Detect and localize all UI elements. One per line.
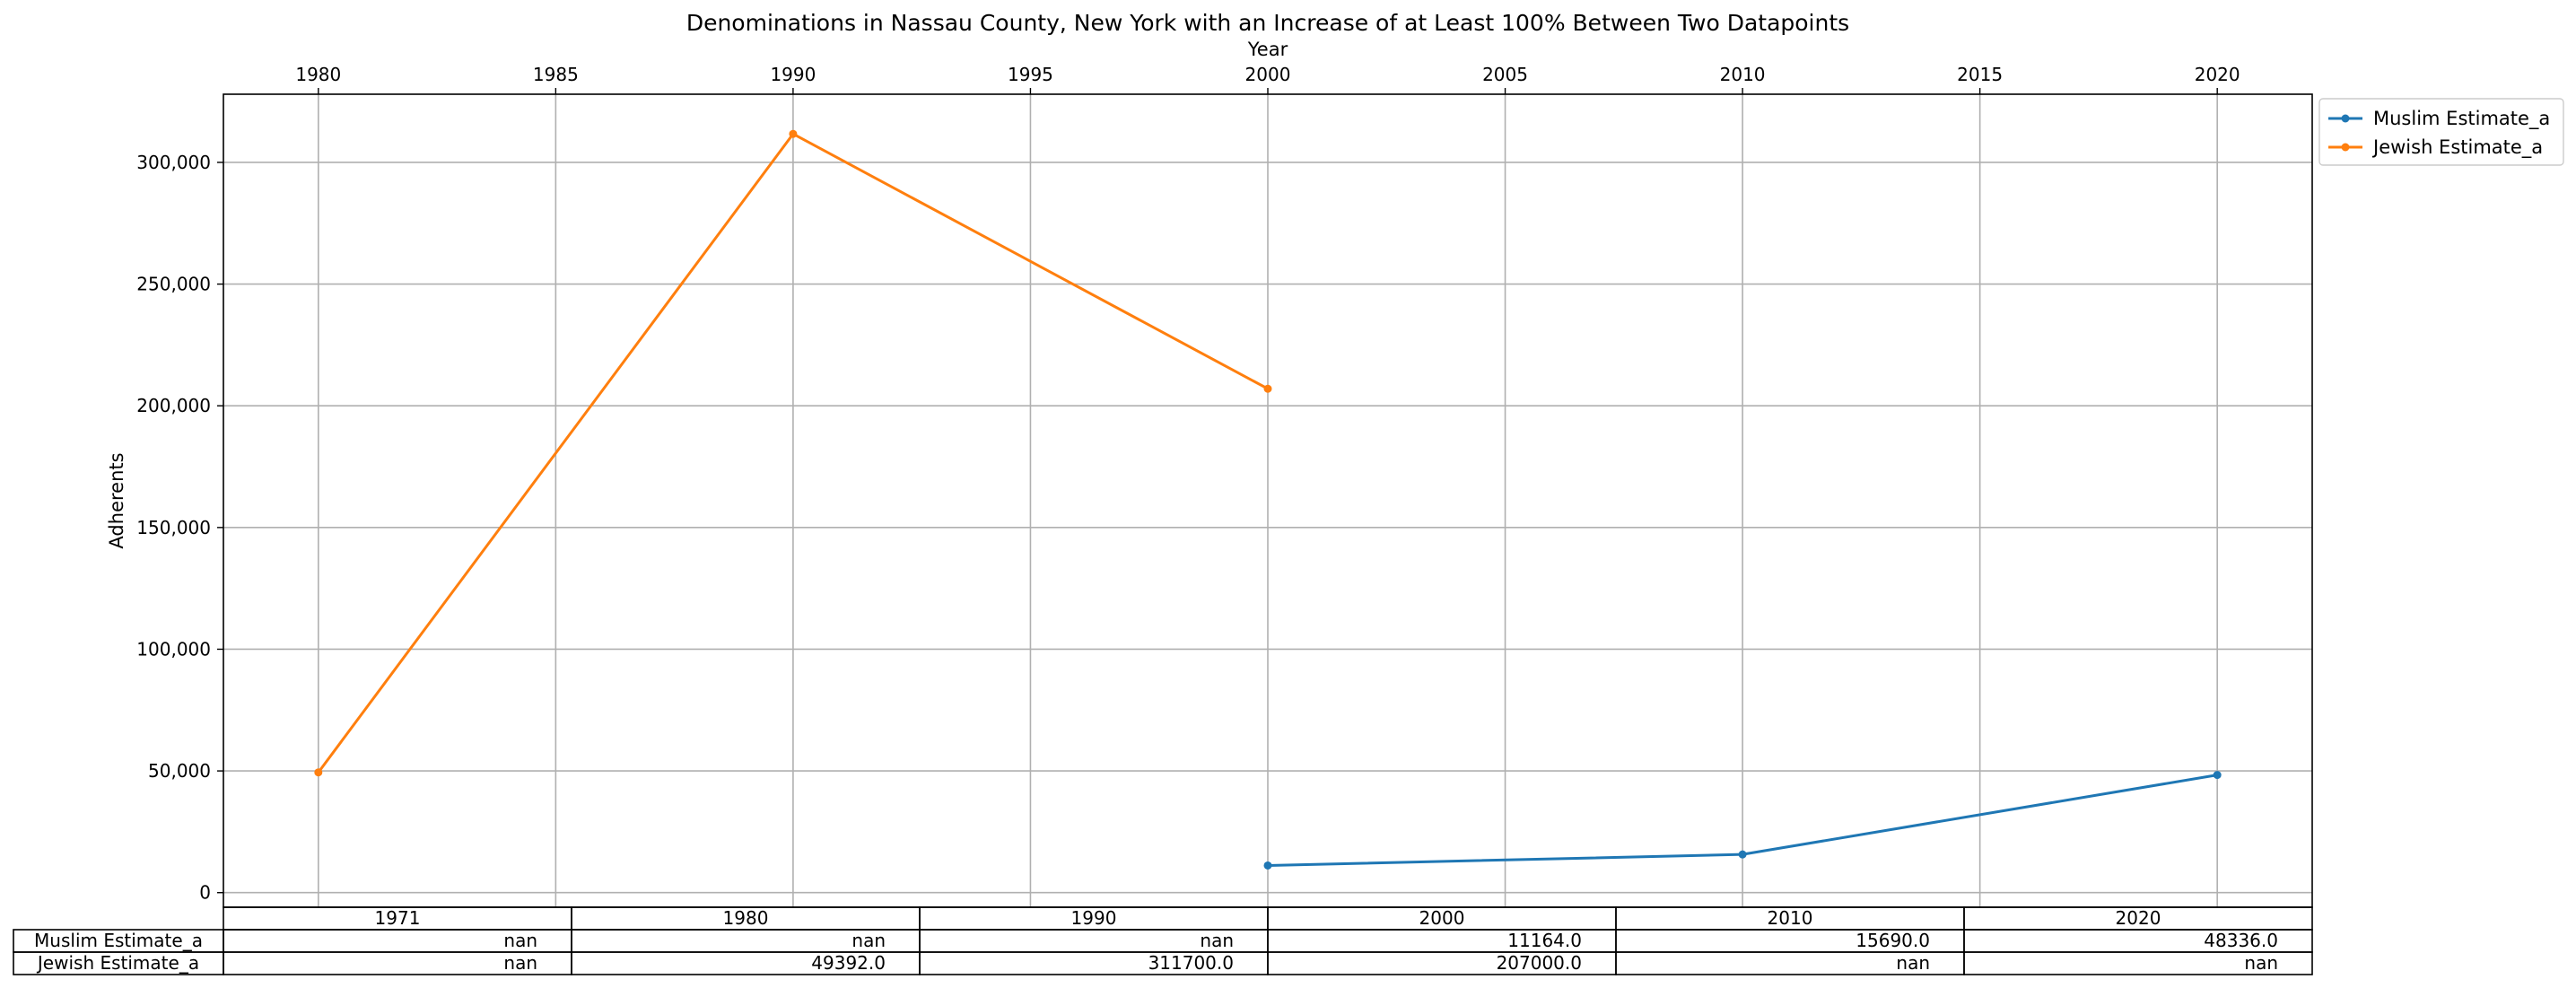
- table-row-label: Jewish Estimate_a: [36, 952, 199, 974]
- legend-marker: [2341, 114, 2350, 123]
- table-column-header: 2020: [2116, 907, 2161, 929]
- x-tick-label: 2005: [1482, 64, 1528, 85]
- legend-box: [2318, 98, 2564, 166]
- chart-title: Denominations in Nassau County, New York…: [686, 10, 1849, 36]
- legend: Muslim Estimate_a Jewish Estimate_a: [2318, 98, 2564, 166]
- x-tick-label: 1980: [295, 64, 341, 85]
- data-point: [789, 129, 798, 138]
- table-cell-value: 49392.0: [811, 952, 886, 974]
- table-cell-value: 11164.0: [1507, 930, 1582, 951]
- x-tick-label: 1995: [1008, 64, 1053, 85]
- table-cell-value: 207000.0: [1497, 952, 1582, 974]
- y-tick-label: 150,000: [136, 517, 211, 538]
- y-tick-label: 300,000: [136, 152, 211, 173]
- data-table: 1971 1980 1990 2000 2010 2020 Muslim Estimate_…: [13, 906, 2313, 975]
- legend-label: Jewish Estimate_a: [2371, 136, 2543, 159]
- table-cell-value: nan: [2244, 952, 2278, 974]
- table-cell-value: 48336.0: [2204, 930, 2278, 951]
- data-point: [1263, 861, 1272, 870]
- y-axis-title: Adherents: [106, 452, 127, 548]
- x-tick-label: 2015: [1957, 64, 2003, 85]
- table-column-header: 2000: [1419, 907, 1465, 929]
- y-tick-label: 0: [199, 882, 211, 904]
- table-column-header: 1980: [723, 907, 769, 929]
- table-cell-value: nan: [503, 952, 537, 974]
- series-layer: [314, 129, 2222, 870]
- data-point: [1738, 850, 1747, 859]
- y-tick-label: 100,000: [136, 638, 211, 660]
- table-column-header: 2010: [1768, 907, 1813, 929]
- table-cell: [1963, 951, 2313, 975]
- tick-layer: 1980 1985 1990 1995 2000 2005 2010 2015 2020 0 50,…: [136, 64, 2240, 904]
- data-point: [314, 768, 323, 777]
- legend-marker: [2341, 143, 2350, 152]
- table-cell-value: nan: [851, 930, 886, 951]
- x-axis-title: Year: [1247, 39, 1288, 60]
- table-cell-value: nan: [1896, 952, 1930, 974]
- table-cell-value: 311700.0: [1148, 952, 1234, 974]
- legend-label: Muslim Estimate_a: [2373, 108, 2550, 130]
- table-cell-value: nan: [503, 930, 537, 951]
- table-column-header: 1971: [375, 907, 421, 929]
- x-tick-label: 1985: [533, 64, 579, 85]
- table-column-header: 1990: [1071, 907, 1117, 929]
- x-tick-label: 2010: [1720, 64, 1766, 85]
- data-point: [2213, 771, 2222, 780]
- x-tick-label: 1990: [770, 64, 816, 85]
- y-tick-label: 50,000: [148, 760, 211, 782]
- y-tick-label: 250,000: [136, 274, 211, 295]
- table-cell-value: 15690.0: [1856, 930, 1930, 951]
- grid-lines: [223, 94, 2312, 907]
- table-cell-value: nan: [1200, 930, 1234, 951]
- x-tick-label: 2020: [2195, 64, 2240, 85]
- data-point: [1263, 384, 1272, 393]
- table-row-label: Muslim Estimate_a: [34, 930, 203, 951]
- x-tick-label: 2000: [1245, 64, 1291, 85]
- y-tick-label: 200,000: [136, 395, 211, 416]
